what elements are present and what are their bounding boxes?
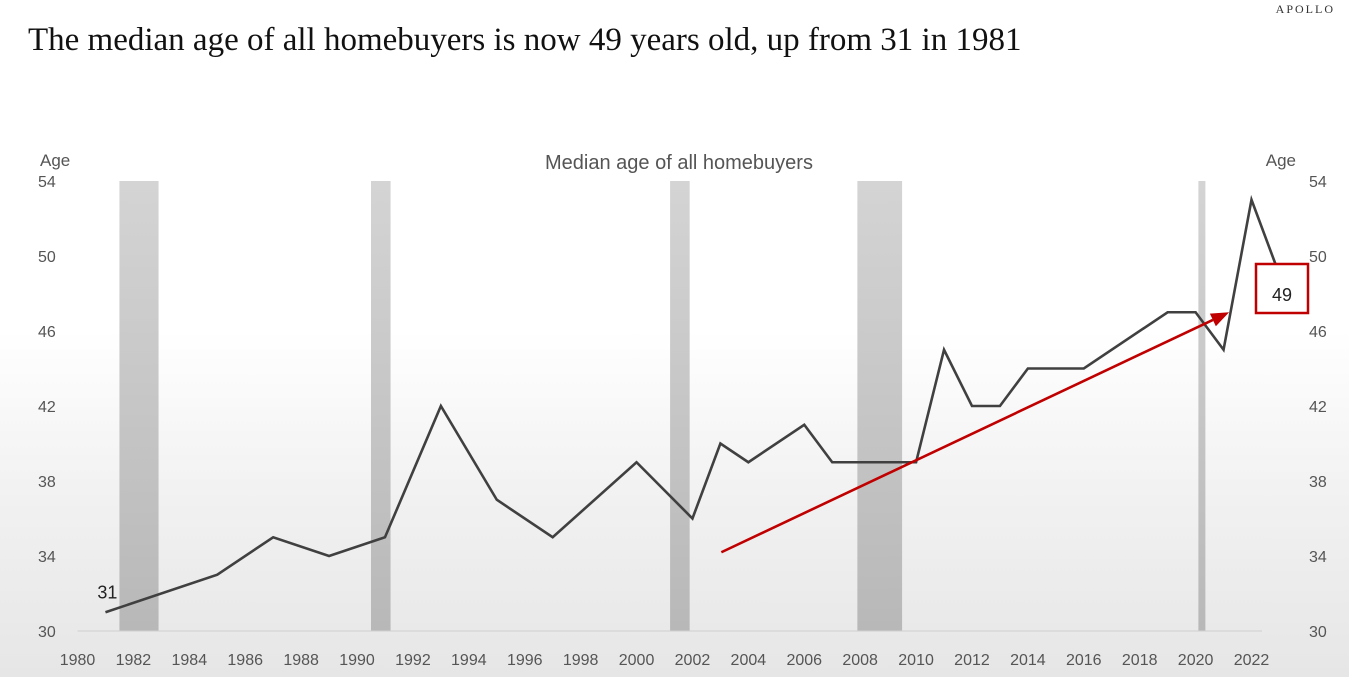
x-tick-label: 2006 — [786, 652, 822, 669]
recession-band — [670, 181, 690, 631]
x-tick-label: 1998 — [563, 652, 599, 669]
x-tick-label: 2000 — [619, 652, 655, 669]
x-tick-label: 1988 — [283, 652, 319, 669]
value-callout-label: 49 — [1272, 285, 1292, 305]
brand-logo: APOLLO — [1275, 2, 1335, 16]
y-tick-label-left: 42 — [38, 399, 56, 416]
x-tick-label: 1984 — [172, 652, 208, 669]
x-tick-label: 2010 — [898, 652, 934, 669]
recession-band — [119, 181, 159, 631]
series-line — [105, 194, 1281, 614]
data-label: 31 — [97, 582, 117, 602]
x-tick-label: 1994 — [451, 652, 487, 669]
page-title: The median age of all homebuyers is now … — [28, 22, 1022, 58]
trend-arrow-shaft — [720, 318, 1214, 554]
x-tick-label: 2022 — [1234, 652, 1270, 669]
x-tick-label: 2020 — [1178, 652, 1214, 669]
x-tick-label: 1982 — [116, 652, 152, 669]
x-tick-label: 2008 — [842, 652, 878, 669]
trend-arrow-head — [1209, 312, 1230, 327]
x-tick-label: 2016 — [1066, 652, 1102, 669]
y-tick-label-right: 30 — [1309, 624, 1327, 641]
chart-title: Median age of all homebuyers — [545, 152, 813, 174]
y-axis-label-right: Age — [1266, 151, 1296, 170]
x-tick-label: 1992 — [395, 652, 431, 669]
recession-band — [371, 181, 391, 631]
x-tick-label: 1996 — [507, 652, 543, 669]
y-tick-label-right: 42 — [1309, 399, 1327, 416]
y-tick-label-left: 34 — [38, 549, 56, 566]
y-tick-label-right: 46 — [1309, 324, 1327, 341]
y-tick-label-left: 50 — [38, 249, 56, 266]
y-tick-label-right: 38 — [1309, 474, 1327, 491]
x-tick-label: 2004 — [731, 652, 767, 669]
y-tick-label-right: 50 — [1309, 249, 1327, 266]
x-tick-label: 1980 — [60, 652, 96, 669]
y-tick-label-right: 34 — [1309, 549, 1327, 566]
y-tick-label-left: 38 — [38, 474, 56, 491]
x-tick-label: 2012 — [954, 652, 990, 669]
value-callout-box — [1254, 262, 1310, 315]
y-tick-label-left: 30 — [38, 624, 56, 641]
x-tick-label: 2014 — [1010, 652, 1046, 669]
y-tick-label-left: 54 — [38, 174, 56, 191]
y-tick-label-left: 46 — [38, 324, 56, 341]
recession-band — [857, 181, 903, 631]
x-tick-label: 2002 — [675, 652, 711, 669]
x-tick-label: 1986 — [227, 652, 263, 669]
x-tick-label: 1990 — [339, 652, 375, 669]
x-tick-label: 2018 — [1122, 652, 1158, 669]
y-axis-label-left: Age — [40, 151, 70, 170]
recession-band — [1198, 181, 1206, 631]
y-tick-label-right: 54 — [1309, 174, 1327, 191]
